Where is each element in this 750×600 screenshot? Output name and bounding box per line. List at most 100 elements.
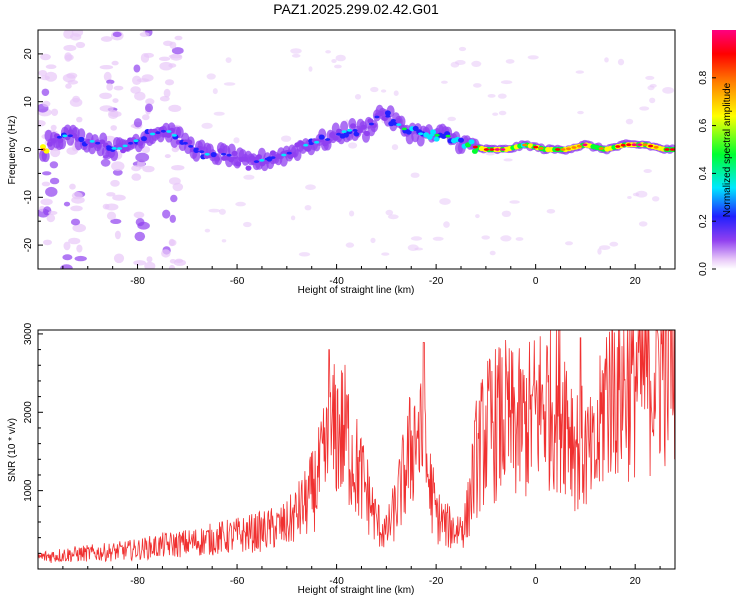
- spectrogram-ridge-blob: [483, 148, 489, 151]
- spectrogram-noise-blob: [99, 92, 112, 100]
- spectrogram-ridge-blob: [50, 138, 57, 144]
- spectrogram-noise-blob: [370, 237, 376, 244]
- spectrogram-noise-blob: [50, 147, 61, 158]
- spectrogram-noise-blob: [113, 85, 124, 91]
- spectrogram-ridge-blob: [128, 141, 134, 145]
- x-tick-label: -40: [329, 576, 344, 587]
- spectrogram-noise-blob: [498, 110, 507, 116]
- spectrogram-ridge-blob: [318, 134, 325, 140]
- spectrogram-noise-blob: [439, 198, 451, 205]
- snr-series-line: [38, 330, 675, 564]
- colorbar-label: Normalized spectral amplitude: [722, 82, 733, 217]
- spectrogram-noise-blob: [146, 256, 153, 263]
- spectrogram-noise-blob: [500, 235, 512, 242]
- spectrogram-noise-blob: [74, 255, 87, 262]
- spectrogram-noise-blob: [46, 214, 56, 223]
- spectrogram-noise-blob: [410, 172, 420, 178]
- spectrogram-noise-blob: [458, 46, 467, 52]
- spectrogram-ridge-blob: [116, 142, 123, 149]
- spectrogram-noise-blob: [609, 241, 619, 247]
- spectrogram-ridge-blob: [357, 128, 363, 134]
- spectrogram-noise-blob: [565, 241, 573, 246]
- spectrogram-noise-blob: [111, 161, 125, 172]
- spectrogram-noise-blob: [142, 165, 155, 173]
- spectrogram-noise-blob: [64, 52, 72, 62]
- spectrogram-ridge-blob: [78, 137, 84, 140]
- spectrogram-noise-blob: [354, 94, 362, 100]
- spectrogram-ridge-blob: [182, 141, 188, 145]
- spectrogram-noise-blob: [649, 97, 656, 104]
- colorbar-gradient: [712, 30, 736, 269]
- spectrogram-ridge-blob: [434, 133, 440, 137]
- spectrogram-noise-blob: [497, 93, 507, 99]
- spectrogram-noise-blob: [40, 53, 51, 61]
- spectrogram-ridge-blob: [149, 132, 156, 136]
- spectrogram-noise-blob: [132, 75, 142, 86]
- spectrogram-ridge-blob: [571, 146, 577, 149]
- spectrogram-ridge-blob: [401, 127, 407, 131]
- spectrogram-ridge-blob: [429, 133, 435, 137]
- spectrogram-noise-blob: [617, 58, 625, 66]
- spectrogram-noise-blob: [441, 80, 448, 84]
- spectrogram-noise-blob: [112, 169, 123, 176]
- spectrogram-noise-blob: [99, 105, 114, 112]
- spectrogram-noise-blob: [69, 97, 83, 107]
- spectrogram-noise-blob: [42, 100, 51, 107]
- spectrogram-noise-blob: [515, 237, 524, 241]
- spectrogram-ridge-blob: [67, 134, 73, 138]
- x-tick-label: -20: [429, 276, 444, 287]
- spectrogram-noise-blob: [599, 245, 611, 251]
- spectrogram-noise-blob: [501, 210, 512, 217]
- spectrogram-noise-blob: [51, 108, 59, 117]
- spectrogram-noise-blob: [218, 208, 226, 215]
- spectrogram-ridge-blob: [217, 148, 224, 154]
- spectrogram-ridge-blob: [669, 148, 675, 151]
- spectrogram-noise-blob: [135, 152, 150, 163]
- spectrogram-noise-blob: [100, 158, 111, 167]
- spectrogram-ridge-blob: [472, 145, 478, 149]
- spectrogram-noise-blob: [201, 122, 213, 129]
- spectrogram-noise-blob: [111, 60, 119, 66]
- spectrogram-noise-blob: [334, 64, 342, 69]
- spectrogram-panel: -80 -60 -40 -20 0 20 -20 -10 0 10 20 Height of st…: [7, 29, 676, 296]
- spectrogram-noise-blob: [76, 116, 83, 123]
- x-tick-label: 0: [533, 276, 539, 287]
- spectrogram-ridge-blob: [412, 125, 419, 132]
- spectrogram-noise-blob: [130, 86, 141, 94]
- spectrogram-noise-blob: [133, 118, 143, 128]
- x-tick-label: -40: [329, 276, 344, 287]
- spectrogram-ridge-blob: [256, 154, 262, 160]
- spectrogram-ridge-blob: [171, 134, 177, 137]
- spectrogram-ridge-blob: [95, 141, 101, 145]
- spectrogram-y-label: Frequency (Hz): [7, 116, 18, 185]
- spectrogram-ridge-blob: [560, 148, 566, 151]
- spectrogram-noise-blob: [71, 196, 85, 204]
- spectrogram-noise-blob: [106, 79, 115, 85]
- spectrogram-ridge-blob: [204, 152, 210, 156]
- spectrogram-noise-blob: [168, 264, 176, 269]
- spectrogram-noise-blob: [233, 137, 240, 144]
- y-tick-label: -20: [23, 237, 34, 252]
- spectrogram-noise-blob: [106, 192, 116, 197]
- spectrogram-ridge-blob: [166, 130, 172, 133]
- spectrogram-ridge-blob: [67, 129, 74, 135]
- spectrogram-noise-blob: [72, 223, 86, 233]
- spectrogram-noise-blob: [112, 194, 126, 201]
- y-tick-label: 2000: [23, 401, 34, 424]
- spectrogram-noise-blob: [221, 239, 227, 243]
- spectrogram-noise-blob: [67, 80, 79, 85]
- spectrogram-ridge-blob: [468, 139, 475, 145]
- spectrogram-ridge-blob: [231, 150, 238, 156]
- spectrogram-ridge-blob: [117, 147, 123, 150]
- spectrogram-noise-blob: [370, 86, 379, 93]
- spectrogram-noise-blob: [489, 250, 496, 256]
- spectrogram-noise-blob: [213, 111, 225, 116]
- spectrogram-ridge-blob: [286, 151, 292, 155]
- spectrogram-ridge-blob: [565, 147, 572, 151]
- snr-frame: [37, 329, 676, 570]
- spectrogram-ridge-blob: [221, 152, 227, 156]
- spectrogram-noise-blob: [70, 205, 83, 212]
- spectrogram-noise-blob: [45, 64, 57, 69]
- spectrogram-noise-blob: [66, 72, 78, 79]
